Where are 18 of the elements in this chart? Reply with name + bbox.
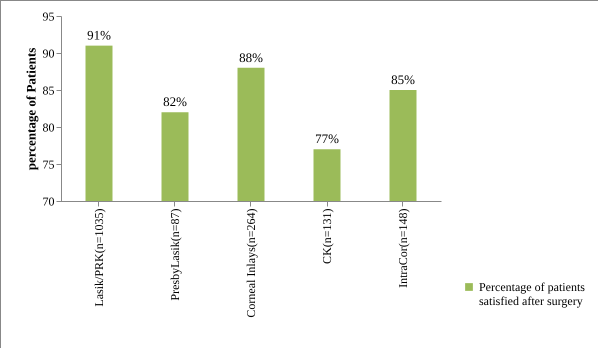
- x-tick-label: PresbyLasik(n=87): [168, 208, 182, 301]
- y-tick-label: 75: [42, 158, 54, 172]
- y-tick-label: 80: [42, 120, 54, 134]
- x-tick-label: IntraCor(n=148): [396, 208, 410, 288]
- y-tick-label: 85: [42, 84, 54, 98]
- y-tick-label: 70: [42, 194, 54, 208]
- y-tick-label: 95: [42, 10, 54, 24]
- text: 91%: [87, 28, 111, 43]
- text: 82%: [163, 94, 187, 110]
- x-tick-label: Lasik/PRK(n=1035): [92, 208, 106, 307]
- y-axis-title: percentage of Patients: [24, 48, 38, 170]
- x-tick-label: CK(n=131): [320, 208, 334, 264]
- text: 88%: [239, 50, 263, 65]
- text: 85%: [391, 72, 415, 87]
- x-tick-label: Corneal Inlays(n=264): [244, 208, 258, 318]
- legend-label: Percentage of patients satisfied after surgery: [479, 280, 586, 308]
- y-tick-label: 90: [42, 46, 54, 60]
- text: 77%: [315, 131, 339, 146]
